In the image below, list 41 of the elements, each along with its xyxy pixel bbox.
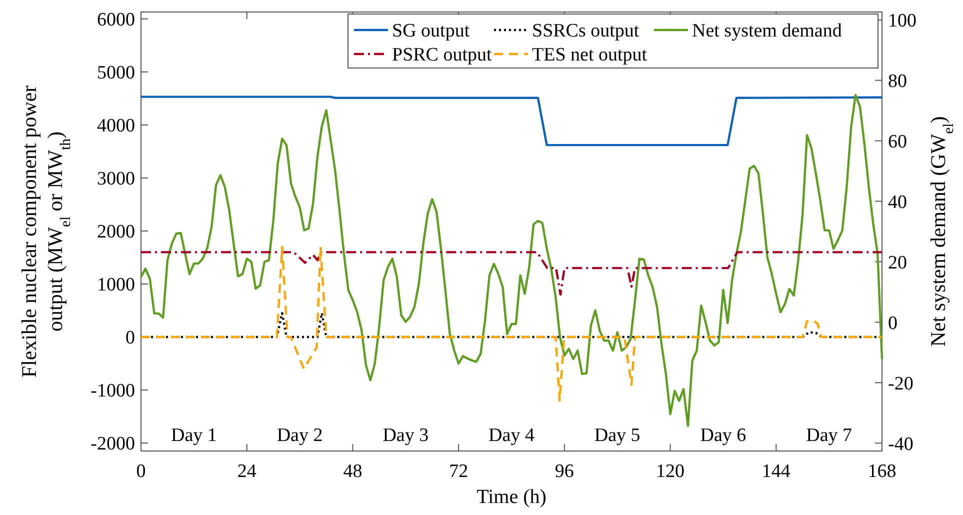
annotation: Day 2 [276, 425, 323, 446]
x-tick-label: 96 [554, 461, 574, 482]
y-tick-label: 3000 [97, 168, 135, 190]
line-series [140, 246, 884, 402]
annotation: Day 5 [594, 425, 640, 446]
annotation: Day 7 [806, 425, 852, 446]
legend-label: TES net output [532, 44, 648, 66]
line-series [140, 251, 884, 296]
legend-label: PSRC output [392, 44, 493, 66]
y2-tick-label: 60 [888, 131, 907, 152]
legend-label: Net system demand [692, 20, 842, 42]
x-axis-title: Time (h) [476, 486, 546, 508]
y2-tick-label: 100 [888, 10, 916, 32]
annotation: Day 3 [382, 425, 429, 446]
y-tick-label: 1000 [97, 274, 135, 296]
annotation: Day 6 [700, 425, 746, 446]
y2-tick-label: -40 [888, 434, 914, 455]
y2-tick-label: 20 [888, 252, 907, 274]
x-tick-label: 48 [343, 461, 362, 482]
y2-tick-label: -20 [888, 373, 914, 394]
x-tick-label: 120 [656, 461, 685, 482]
x-tick-label: 168 [868, 461, 896, 482]
y-tick-label: -2000 [90, 434, 135, 455]
x-tick-label: 72 [449, 461, 468, 482]
y2-tick-label: 0 [888, 312, 898, 334]
y2-tick-label: 40 [888, 192, 907, 213]
line-series [140, 94, 884, 428]
y-tick-label: -1000 [90, 380, 135, 402]
y-tick-label: 6000 [97, 10, 135, 31]
y-tick-label: 0 [126, 328, 135, 349]
legend-label: SG output [392, 20, 470, 42]
y-tick-label: 4000 [97, 116, 135, 137]
y2-tick-label: 80 [888, 70, 907, 92]
y-tick-label: 2000 [97, 222, 135, 243]
annotation: Day 1 [170, 425, 217, 446]
annotation: Day 4 [488, 425, 535, 446]
x-tick-label: 144 [762, 461, 791, 482]
line-series [140, 96, 884, 146]
legend-label: SSRCs output [532, 20, 640, 42]
y-tick-label: 5000 [97, 62, 135, 84]
x-tick-label: 24 [237, 461, 257, 482]
